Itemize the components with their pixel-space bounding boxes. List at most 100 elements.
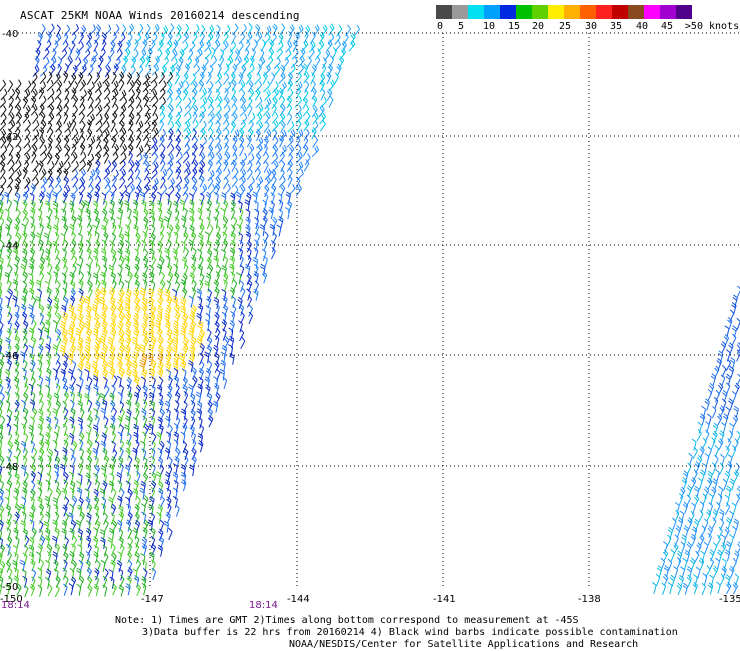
wind-barb: [321, 24, 328, 37]
wind-barb: [38, 464, 44, 477]
wind-barb: [63, 175, 70, 189]
wind-barb: [321, 56, 328, 70]
wind-barb: [707, 525, 714, 538]
wind-barb: [166, 328, 173, 341]
wind-barb: [213, 255, 219, 268]
wind-barb: [207, 159, 213, 172]
wind-barb: [204, 40, 212, 52]
wind-barb: [72, 94, 79, 108]
wind-barb: [197, 248, 203, 261]
wind-barb: [150, 359, 157, 372]
wind-barb: [238, 208, 244, 221]
wind-barb: [46, 550, 52, 564]
wind-barb: [224, 336, 230, 349]
wind-barb: [202, 56, 209, 69]
wind-barb: [690, 476, 697, 490]
wind-barb: [93, 342, 100, 356]
wind-barb: [157, 248, 163, 261]
wind-barb: [207, 144, 214, 157]
legend-label-35: 35: [609, 21, 623, 32]
wind-barb: [23, 191, 29, 204]
legend-swatch-11: [612, 5, 628, 19]
legend-label-20: 20: [531, 21, 545, 32]
wind-barb: [61, 208, 67, 221]
wind-barb: [69, 343, 76, 357]
wind-barb: [0, 495, 4, 508]
wind-barb: [128, 160, 135, 173]
legend-swatch-13: [644, 5, 660, 19]
wind-barb: [287, 79, 293, 92]
wind-barb: [132, 351, 139, 364]
wind-barb: [272, 81, 279, 94]
wind-barb: [85, 464, 91, 477]
wind-barb: [149, 551, 155, 564]
wind-barb: [55, 104, 63, 117]
wind-barb: [319, 79, 325, 93]
wind-barb: [150, 255, 157, 268]
wind-barb: [180, 296, 187, 309]
wind-barb: [143, 216, 149, 229]
wind-barb: [223, 72, 230, 85]
wind-barb: [165, 360, 172, 373]
wind-barb: [711, 462, 717, 475]
wind-barb: [38, 103, 45, 116]
wind-barb: [262, 144, 268, 157]
wind-barb: [286, 112, 293, 125]
wind-barb: [112, 95, 117, 108]
wind-barb: [80, 120, 86, 133]
wind-barb: [190, 304, 197, 318]
wind-barb: [70, 247, 76, 261]
wind-barb: [99, 351, 106, 364]
wind-barb: [124, 319, 132, 332]
wind-barb: [721, 398, 727, 411]
wind-barb: [151, 119, 158, 132]
wind-barb: [14, 536, 20, 549]
wind-barb: [234, 48, 241, 61]
wind-barb: [134, 71, 140, 84]
legend-swatch-0: [436, 5, 452, 19]
wind-barb: [63, 24, 71, 37]
wind-barb: [268, 206, 274, 220]
wind-barb: [179, 359, 187, 372]
wind-barb: [280, 159, 286, 173]
wind-barb: [86, 72, 93, 86]
wind-barb: [133, 224, 139, 237]
wind-barb: [713, 396, 719, 410]
wind-barb: [79, 271, 85, 284]
wind-barb: [729, 478, 735, 491]
wind-barb: [704, 429, 710, 443]
wind-barb: [103, 96, 111, 109]
legend-swatch-6: [532, 5, 548, 19]
wind-barb: [78, 191, 84, 204]
lon-label-147: -147: [141, 594, 164, 605]
wind-barb: [219, 368, 225, 381]
wind-barb: [207, 176, 214, 189]
wind-barb: [191, 152, 197, 165]
wind-barb: [688, 452, 693, 466]
wind-barb: [273, 64, 280, 77]
wind-barb: [127, 511, 133, 524]
wind-barb: [110, 312, 117, 325]
wind-barb: [87, 223, 93, 236]
wind-barb: [8, 119, 16, 132]
wind-barb: [198, 416, 203, 429]
wind-barb: [311, 105, 318, 118]
wind-barb: [93, 551, 99, 564]
wind-barb: [37, 328, 43, 341]
wind-barb: [173, 367, 179, 380]
wind-barb: [126, 503, 131, 516]
wind-barb: [263, 192, 269, 206]
wind-barb: [140, 368, 148, 381]
wind-barb: [100, 248, 107, 260]
wind-barb: [7, 408, 13, 421]
wind-barb: [110, 512, 115, 525]
wind-barb: [192, 111, 198, 124]
wind-barb: [160, 184, 168, 197]
wind-barb: [134, 303, 141, 317]
legend-label-30: 30: [584, 21, 598, 32]
wind-barb: [54, 455, 61, 469]
wind-barb: [173, 271, 180, 284]
wind-barb: [174, 240, 180, 254]
wind-barb: [43, 520, 49, 533]
wind-barb: [38, 304, 45, 317]
